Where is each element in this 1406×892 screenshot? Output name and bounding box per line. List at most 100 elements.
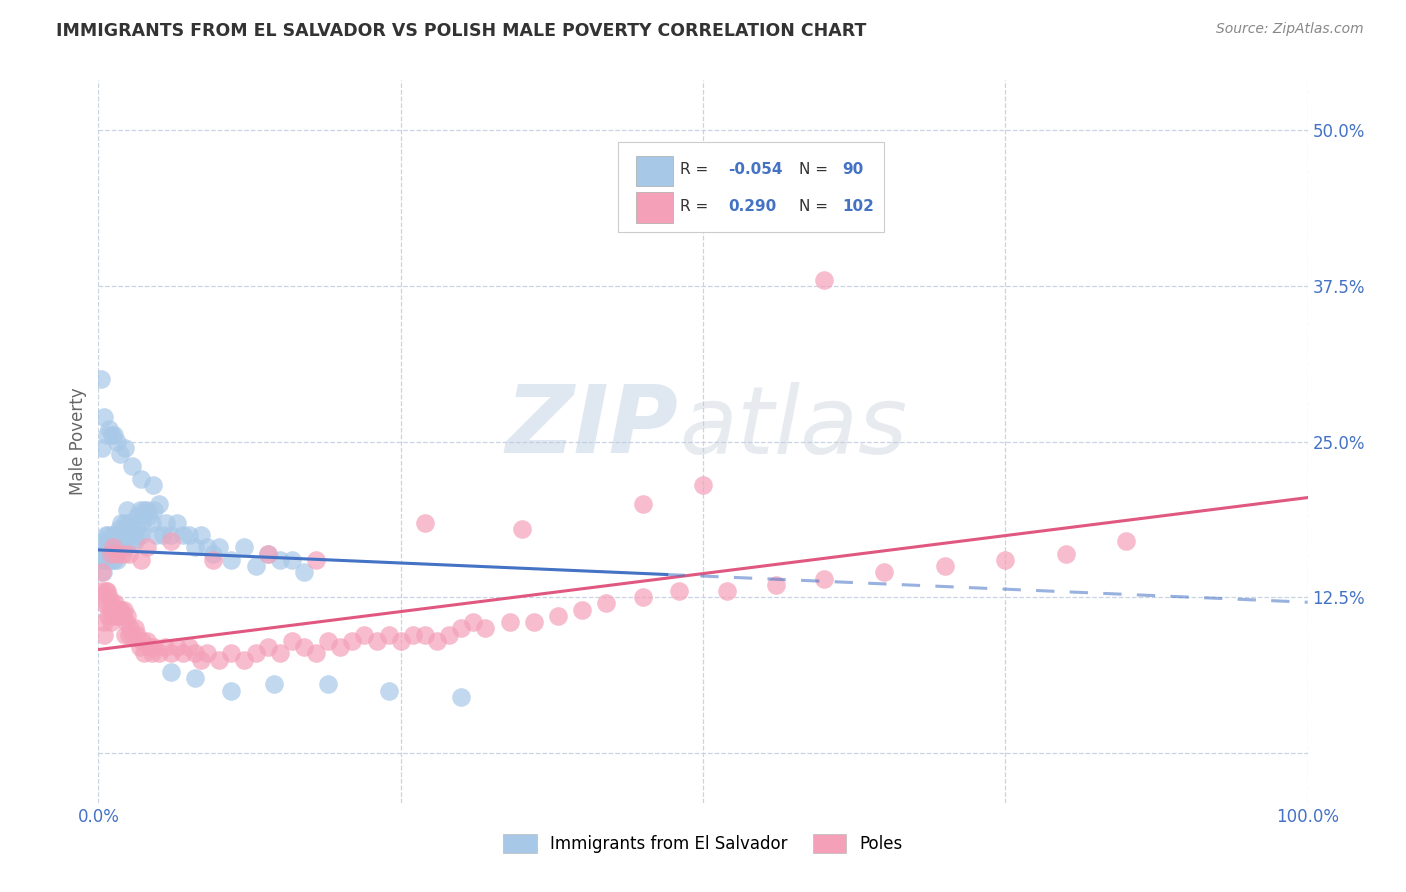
Point — [96, 584, 118, 599]
Point — [114, 627, 136, 641]
Point — [1054, 547, 1077, 561]
Point — [100, 603, 122, 617]
Point — [105, 547, 128, 561]
Point — [437, 627, 460, 641]
Point — [202, 547, 225, 561]
Point — [93, 553, 115, 567]
Point — [100, 597, 122, 611]
Point — [105, 434, 128, 449]
Point — [208, 652, 231, 666]
Point — [97, 541, 120, 555]
Point — [716, 584, 738, 599]
Point — [160, 528, 183, 542]
Text: 90: 90 — [842, 161, 863, 177]
Point — [101, 541, 124, 555]
Point — [90, 372, 112, 386]
Text: atlas: atlas — [679, 382, 907, 473]
Point — [98, 553, 121, 567]
Point — [195, 646, 218, 660]
Point — [127, 528, 149, 542]
Point — [510, 522, 533, 536]
Y-axis label: Male Poverty: Male Poverty — [69, 388, 87, 495]
Text: N =: N = — [799, 161, 832, 177]
Point — [115, 541, 138, 555]
Point — [138, 509, 160, 524]
Point — [366, 633, 388, 648]
Point — [245, 559, 267, 574]
Point — [98, 534, 121, 549]
Point — [184, 541, 207, 555]
Point — [547, 609, 569, 624]
Point — [305, 553, 328, 567]
Point — [98, 591, 121, 605]
Point — [108, 447, 131, 461]
Point — [190, 528, 212, 542]
Text: R =: R = — [681, 161, 713, 177]
Point — [172, 646, 194, 660]
Point — [141, 516, 163, 530]
Point — [108, 609, 131, 624]
Point — [160, 646, 183, 660]
Text: N =: N = — [799, 199, 832, 214]
Point — [103, 609, 125, 624]
Point — [96, 549, 118, 563]
Point — [115, 615, 138, 630]
Point — [426, 633, 449, 648]
Point — [134, 646, 156, 660]
Point — [692, 478, 714, 492]
Point — [131, 516, 153, 530]
Point — [994, 553, 1017, 567]
Point — [120, 534, 142, 549]
Point — [450, 690, 472, 704]
Point — [160, 665, 183, 679]
Point — [121, 627, 143, 641]
Point — [152, 528, 174, 542]
Point — [97, 609, 120, 624]
Point — [91, 441, 114, 455]
Point — [104, 528, 127, 542]
Point — [100, 615, 122, 630]
Point — [813, 272, 835, 286]
Point — [316, 633, 339, 648]
Point — [138, 640, 160, 654]
Point — [631, 591, 654, 605]
Point — [256, 547, 278, 561]
Point — [402, 627, 425, 641]
Point — [104, 597, 127, 611]
Point — [221, 553, 243, 567]
Point — [125, 522, 148, 536]
Point — [148, 497, 170, 511]
Point — [98, 422, 121, 436]
Point — [263, 677, 285, 691]
Point — [813, 572, 835, 586]
Point — [413, 516, 436, 530]
Point — [118, 528, 141, 542]
Point — [668, 173, 690, 187]
Point — [118, 621, 141, 635]
Text: 102: 102 — [842, 199, 875, 214]
Point — [269, 553, 291, 567]
Point — [97, 528, 120, 542]
Point — [103, 541, 125, 555]
Point — [128, 503, 150, 517]
Point — [111, 541, 134, 555]
Point — [121, 459, 143, 474]
Point — [184, 646, 207, 660]
Point — [96, 428, 118, 442]
Point — [103, 553, 125, 567]
Point — [450, 621, 472, 635]
FancyBboxPatch shape — [637, 156, 672, 186]
Point — [221, 683, 243, 698]
Point — [208, 541, 231, 555]
Point — [595, 597, 617, 611]
Point — [413, 627, 436, 641]
Point — [377, 683, 399, 698]
Point — [221, 646, 243, 660]
Point — [127, 509, 149, 524]
Point — [128, 640, 150, 654]
Point — [142, 478, 165, 492]
Legend: Immigrants from El Salvador, Poles: Immigrants from El Salvador, Poles — [496, 827, 910, 860]
Point — [105, 603, 128, 617]
Point — [100, 428, 122, 442]
Point — [523, 615, 546, 630]
